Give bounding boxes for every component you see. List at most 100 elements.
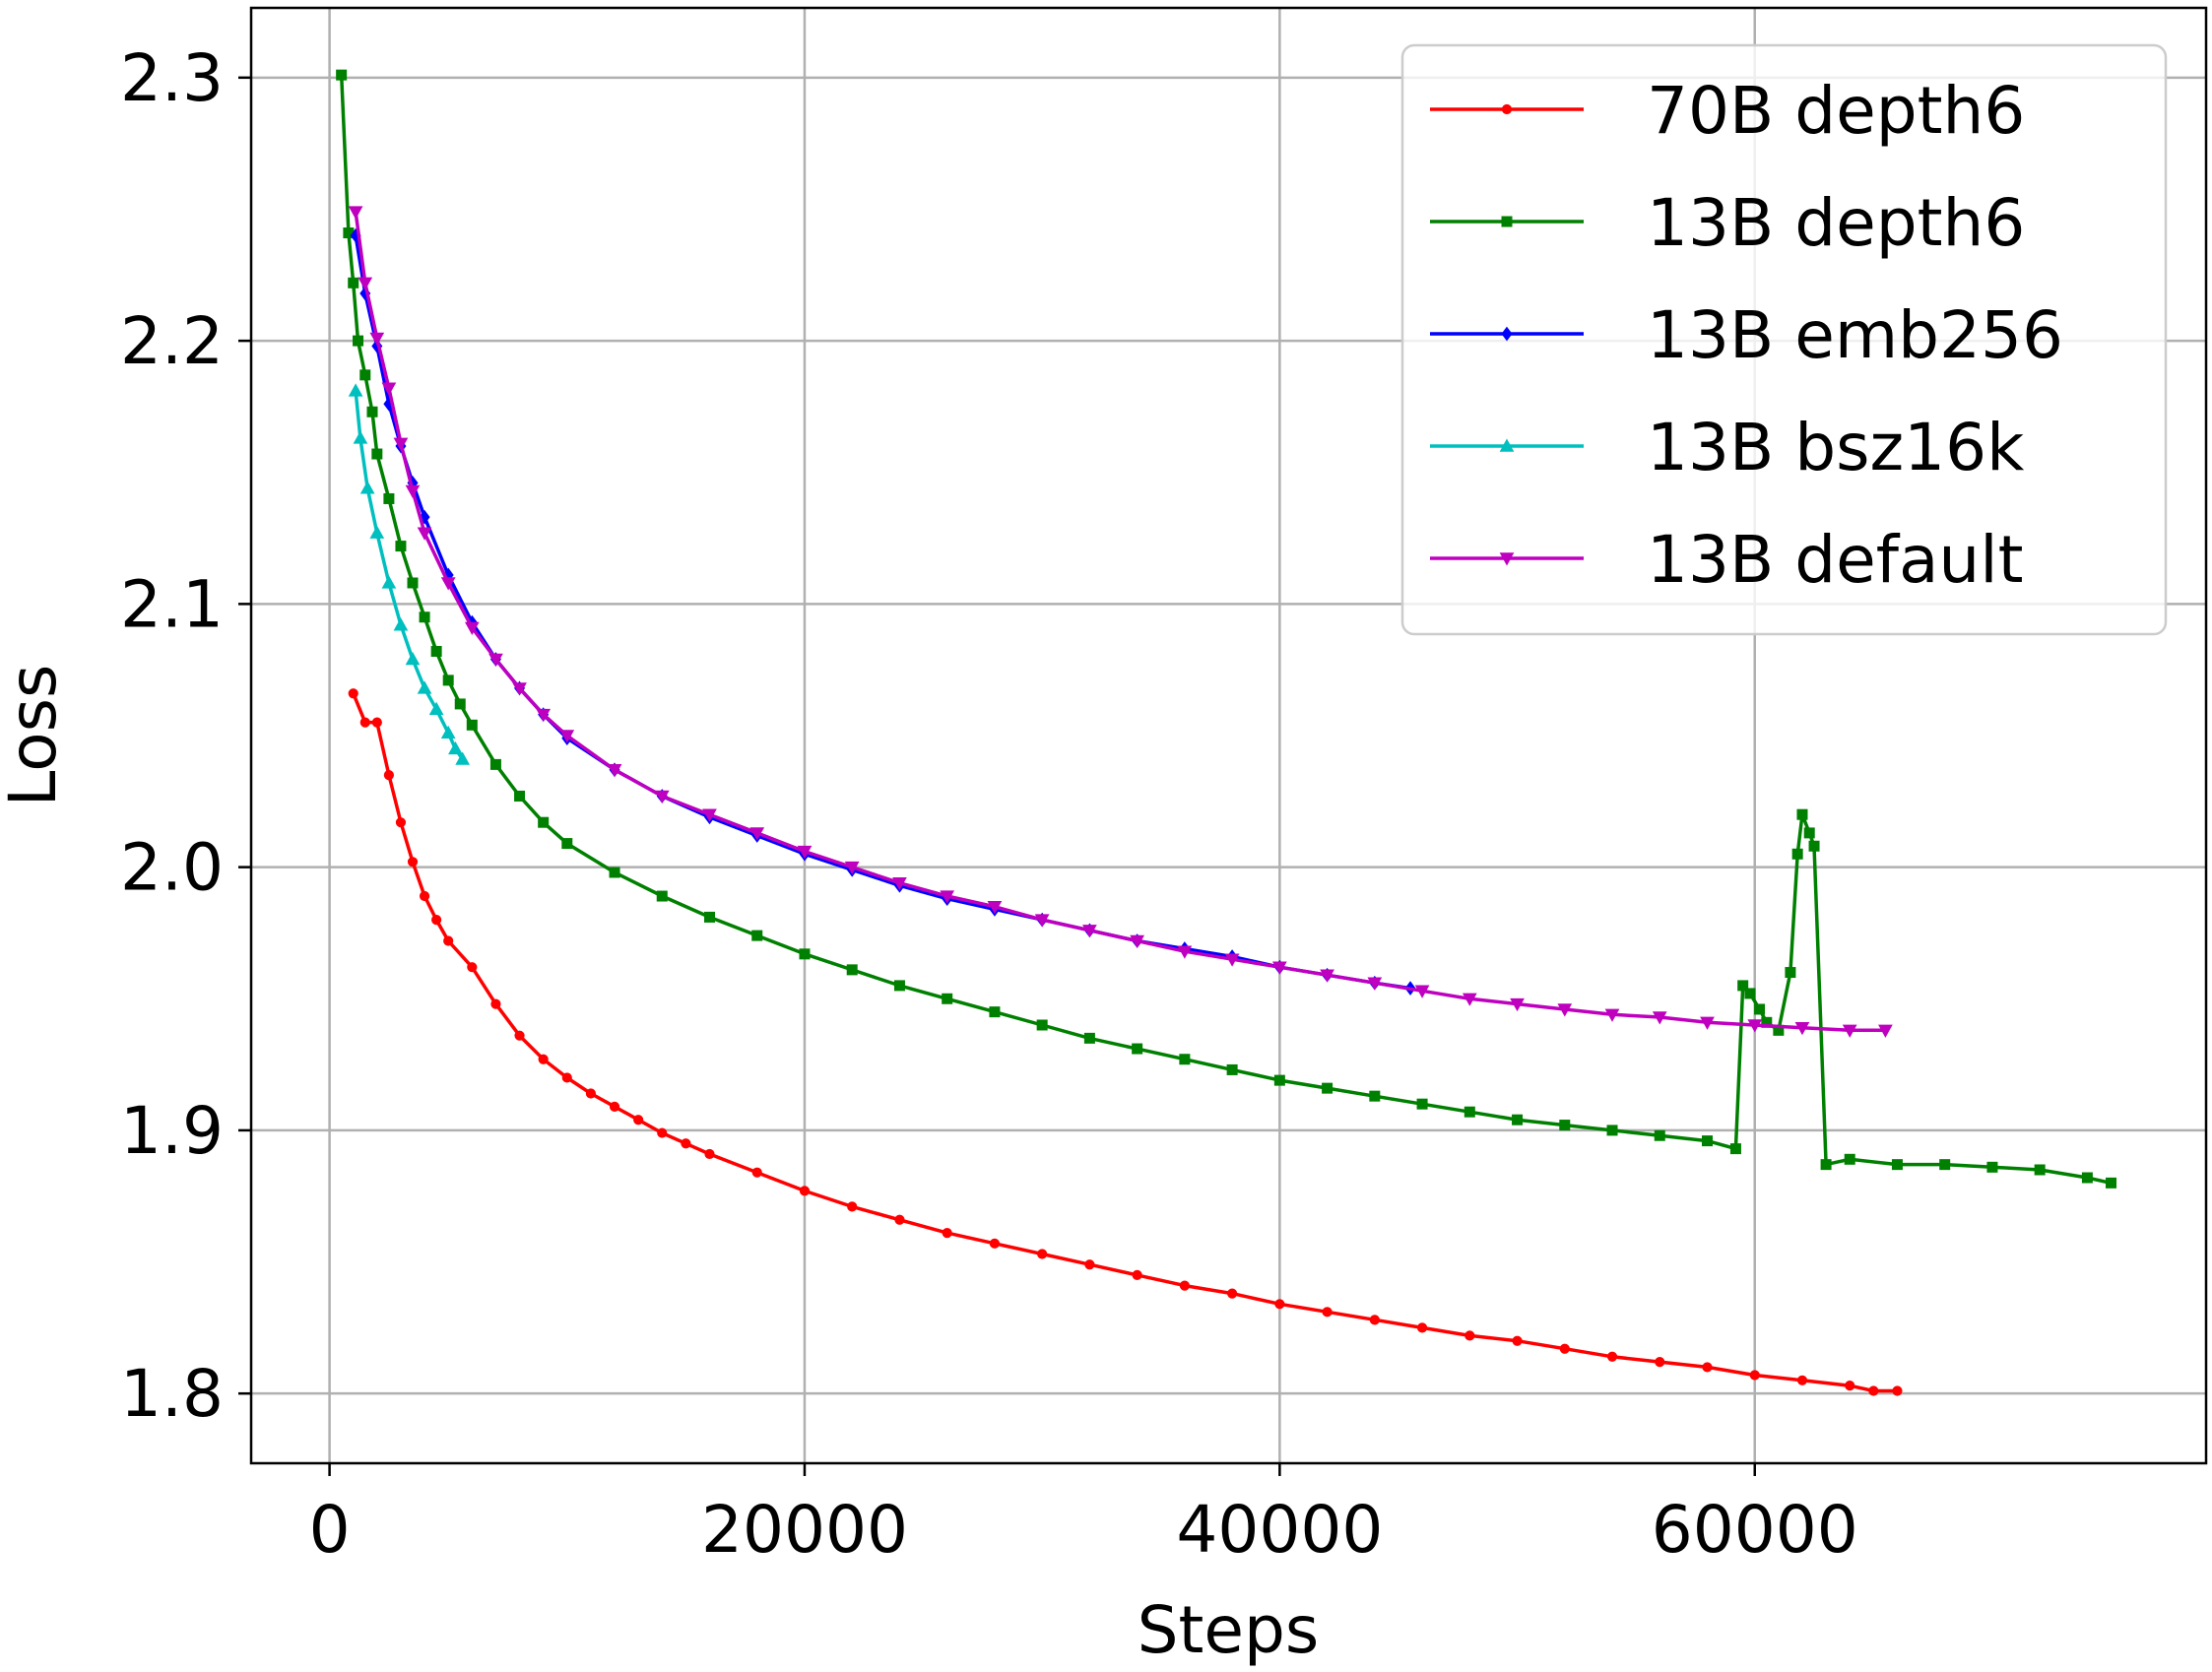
data-point xyxy=(1274,1299,1285,1310)
data-point xyxy=(371,448,383,460)
legend: 70B depth6 13B depth6 13B emb256 13B bsz16k… xyxy=(1400,43,2168,636)
data-point xyxy=(654,790,670,804)
legend-label: 70B depth6 xyxy=(1647,73,2025,149)
data-point xyxy=(1842,1024,1857,1038)
data-point xyxy=(1844,1153,1855,1165)
data-point xyxy=(381,382,397,396)
data-point xyxy=(1179,1280,1190,1291)
data-point xyxy=(359,369,371,381)
data-point xyxy=(514,790,526,802)
y-tick-label: 2.0 xyxy=(120,830,224,906)
data-point xyxy=(1272,961,1287,975)
data-point xyxy=(893,980,905,992)
x-axis-ticks: 0 20000 40000 60000 xyxy=(309,1463,1858,1568)
data-point xyxy=(1654,1129,1665,1141)
data-point xyxy=(1224,953,1240,967)
data-point xyxy=(1820,1159,1832,1171)
data-point xyxy=(989,1238,1001,1249)
legend-entry: 13B bsz16k xyxy=(1430,410,2025,485)
data-point xyxy=(704,1148,715,1160)
legend-label: 13B bsz16k xyxy=(1647,410,2025,485)
data-point xyxy=(443,935,454,946)
data-point xyxy=(1132,1269,1142,1281)
legend-label: 13B emb256 xyxy=(1647,297,2063,373)
data-point xyxy=(1808,840,1820,852)
data-point xyxy=(1652,1011,1667,1025)
data-point xyxy=(417,680,432,694)
data-point xyxy=(514,1030,525,1041)
data-point xyxy=(1702,1362,1713,1373)
data-point xyxy=(1559,1120,1571,1131)
data-point xyxy=(348,206,363,220)
data-point xyxy=(1749,1370,1760,1381)
data-point xyxy=(1273,1074,1285,1086)
data-point xyxy=(797,845,813,860)
data-point xyxy=(488,653,503,668)
data-point xyxy=(1084,1259,1095,1270)
data-point xyxy=(1891,1159,1903,1171)
data-point xyxy=(702,808,717,822)
data-point xyxy=(1179,1054,1191,1065)
data-point xyxy=(405,651,421,666)
data-point xyxy=(987,901,1003,915)
data-point xyxy=(1512,1335,1523,1346)
data-point xyxy=(431,914,442,926)
y-tick-label: 2.1 xyxy=(120,566,224,642)
data-point xyxy=(538,816,550,828)
y-tick-label: 2.3 xyxy=(120,40,224,116)
data-point xyxy=(417,527,432,541)
x-tick-label: 60000 xyxy=(1652,1492,1858,1568)
data-point xyxy=(607,764,622,778)
data-point xyxy=(381,575,397,589)
data-point xyxy=(1034,914,1050,928)
data-point xyxy=(1322,1082,1334,1094)
data-point xyxy=(1892,1385,1903,1396)
data-point xyxy=(844,861,860,875)
data-point xyxy=(559,730,575,743)
data-point xyxy=(428,701,444,715)
data-point xyxy=(1464,1106,1475,1118)
data-point xyxy=(1744,988,1756,999)
plot-series xyxy=(336,69,2117,1396)
legend-label: 13B depth6 xyxy=(1647,185,2025,261)
data-point xyxy=(336,69,348,81)
data-point xyxy=(1414,985,1430,998)
data-point xyxy=(467,962,478,973)
data-point xyxy=(799,1186,811,1196)
data-point xyxy=(1036,1019,1048,1031)
data-point xyxy=(1226,1063,1238,1075)
y-axis-label: Loss xyxy=(0,665,71,807)
data-point xyxy=(940,890,955,904)
legend-marker xyxy=(1501,326,1513,342)
legend-entry: 13B emb256 xyxy=(1430,297,2063,373)
series-line xyxy=(352,692,1898,1393)
series-3 xyxy=(348,383,471,765)
y-tick-label: 1.9 xyxy=(120,1093,224,1169)
data-point xyxy=(942,993,953,1004)
data-point xyxy=(1606,1125,1618,1136)
data-point xyxy=(703,911,715,923)
data-point xyxy=(448,740,463,755)
data-point xyxy=(1322,1307,1333,1318)
data-point xyxy=(561,1072,572,1083)
data-point xyxy=(1083,1032,1095,1044)
data-point xyxy=(359,717,370,728)
data-point xyxy=(1986,1161,1998,1173)
data-point xyxy=(1559,1343,1570,1354)
data-point xyxy=(440,725,456,740)
data-point xyxy=(383,769,394,781)
data-point xyxy=(1939,1159,1951,1171)
data-point xyxy=(1604,1008,1620,1022)
data-point xyxy=(1510,997,1525,1012)
plot-frame xyxy=(249,6,2208,1465)
data-point xyxy=(371,717,382,728)
data-point xyxy=(1700,1016,1715,1030)
data-point xyxy=(1512,1114,1524,1125)
data-point xyxy=(440,577,456,591)
data-point xyxy=(489,758,501,770)
data-point xyxy=(1729,1143,1741,1155)
data-point xyxy=(1367,977,1383,991)
x-tick-label: 0 xyxy=(309,1492,351,1568)
data-point xyxy=(989,1006,1001,1018)
